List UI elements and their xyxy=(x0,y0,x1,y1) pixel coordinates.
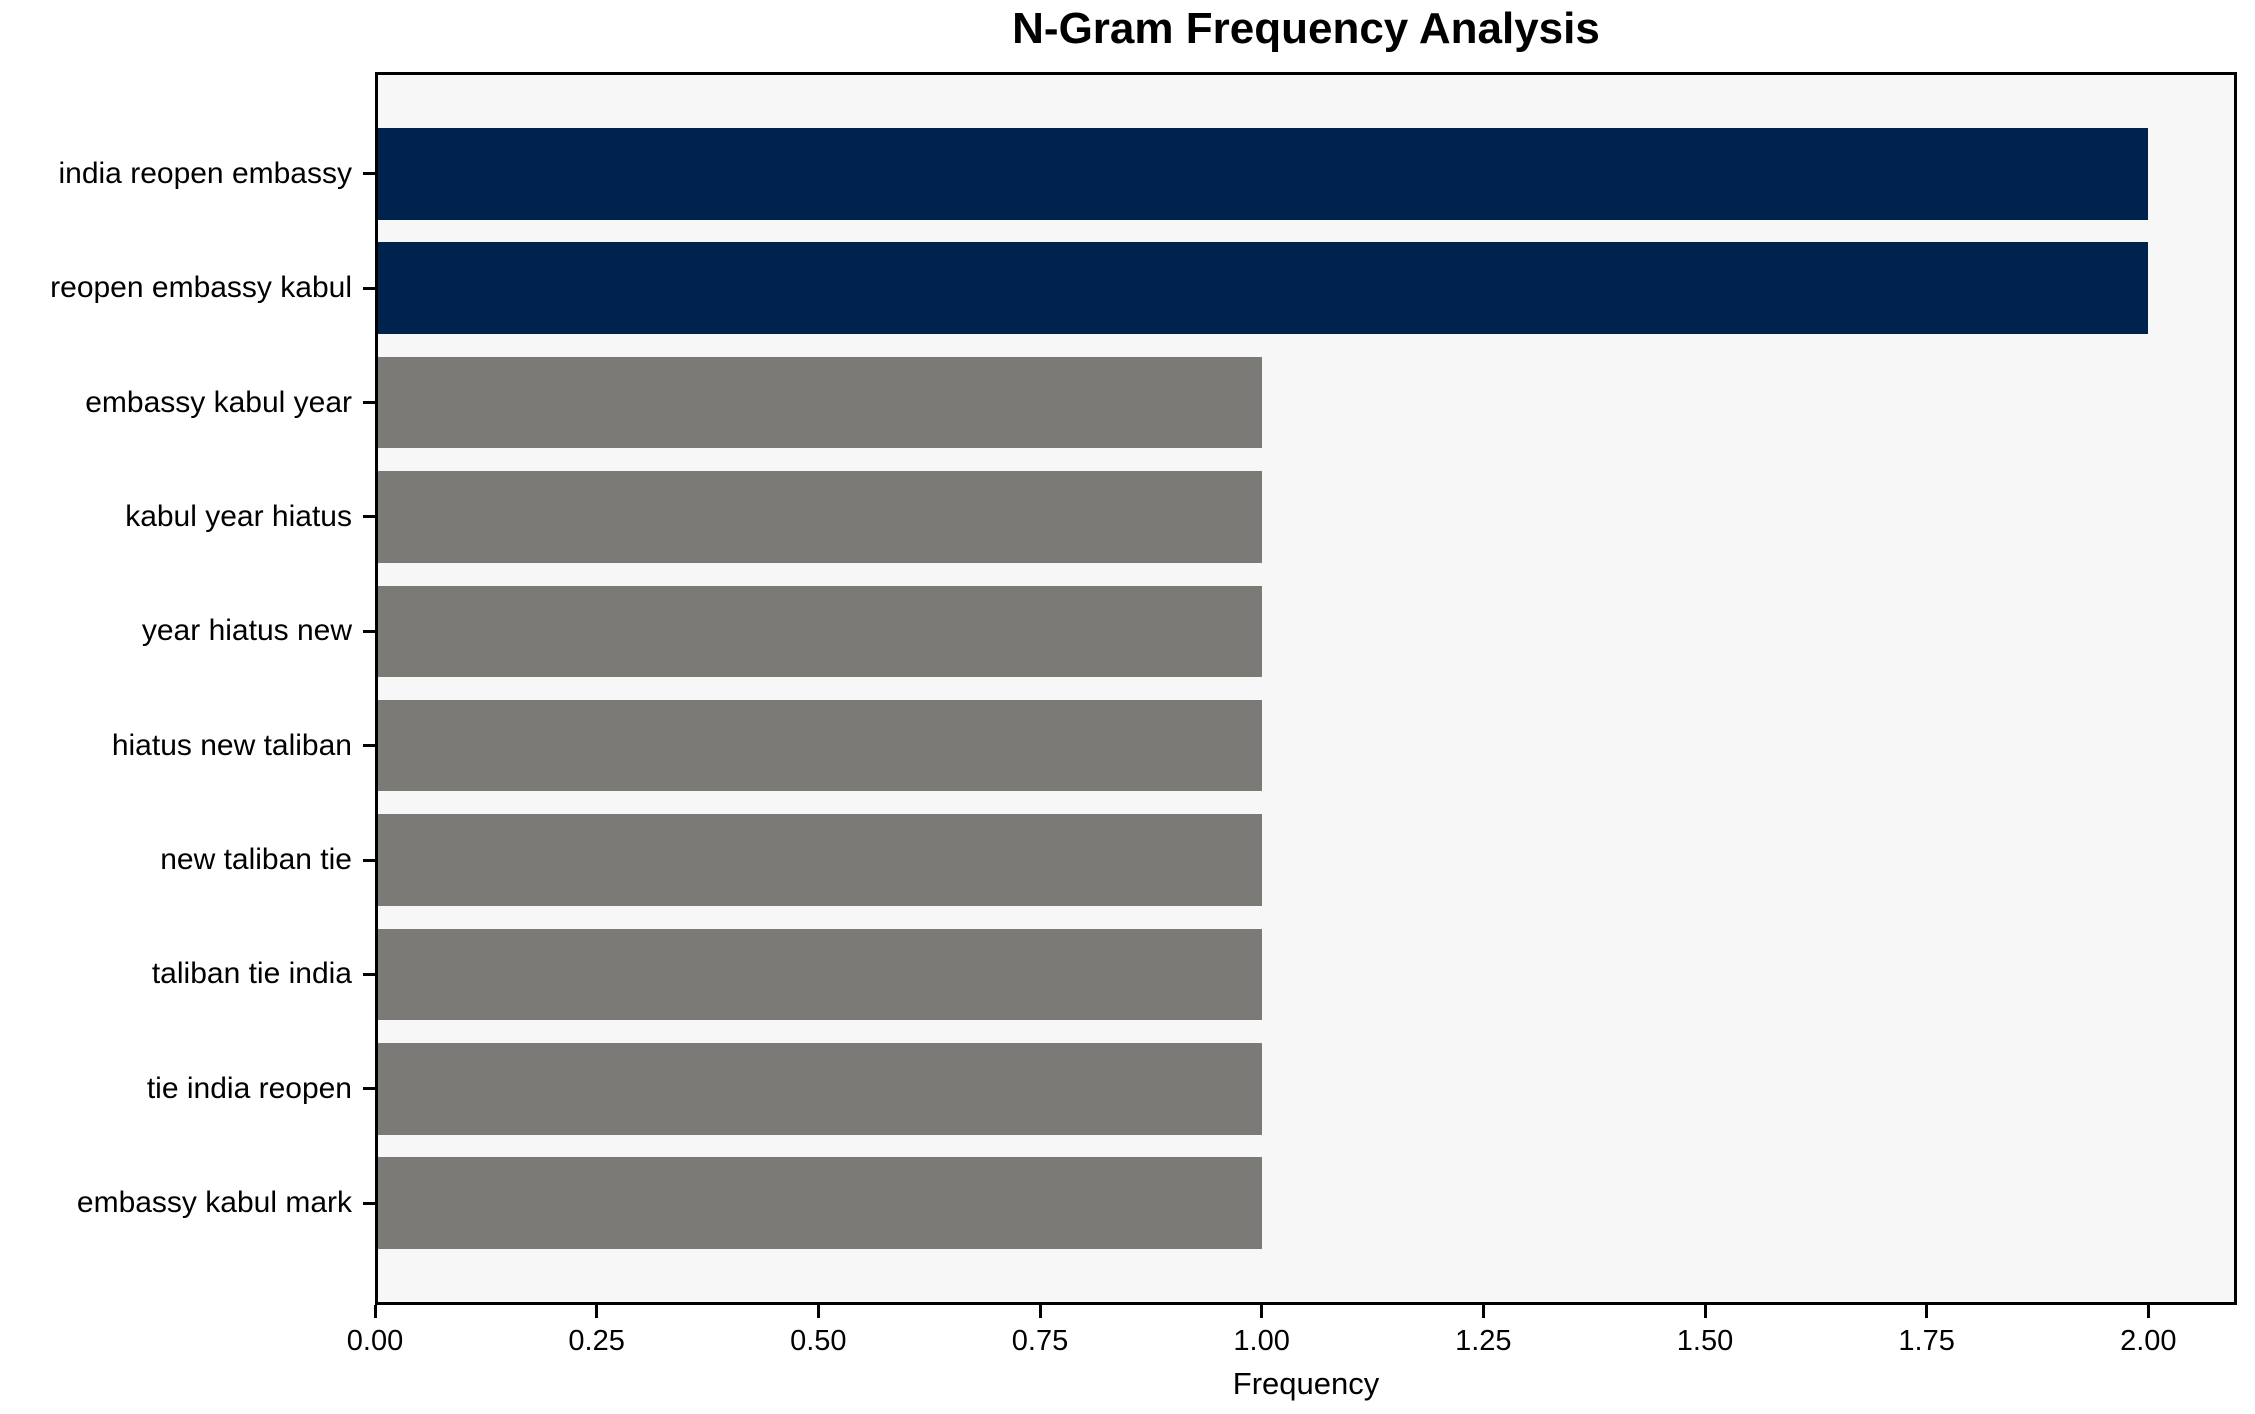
y-tick-mark-5 xyxy=(363,744,375,748)
x-axis-label: Frequency xyxy=(1232,1366,1380,1401)
y-tick-mark-0 xyxy=(363,172,375,176)
x-tick-mark-0 xyxy=(373,1305,377,1318)
y-tick-label-7: taliban tie india xyxy=(151,957,352,991)
bar-2 xyxy=(375,356,1262,449)
bar-3 xyxy=(375,471,1262,563)
y-tick-mark-6 xyxy=(363,858,375,862)
x-tick-mark-2 xyxy=(816,1305,820,1318)
y-tick-mark-2 xyxy=(363,401,375,405)
y-tick-label-2: embassy kabul year xyxy=(85,385,352,419)
y-tick-mark-9 xyxy=(363,1201,375,1205)
x-tick-mark-4 xyxy=(1260,1305,1264,1318)
y-tick-label-3: kabul year hiatus xyxy=(125,499,352,533)
x-tick-label-6: 1.50 xyxy=(1676,1325,1734,1357)
x-tick-label-2: 0.50 xyxy=(790,1325,847,1357)
x-tick-label-1: 0.25 xyxy=(568,1325,625,1357)
bar-8 xyxy=(375,1043,1262,1135)
y-tick-mark-3 xyxy=(363,515,375,519)
x-tick-label-8: 2.00 xyxy=(2120,1325,2177,1357)
bar-9 xyxy=(375,1157,1262,1249)
x-tick-mark-7 xyxy=(1925,1305,1929,1318)
x-tick-label-0: 0.00 xyxy=(346,1325,404,1357)
x-tick-label-5: 1.25 xyxy=(1455,1325,1512,1357)
y-tick-mark-1 xyxy=(363,286,375,290)
bar-7 xyxy=(375,928,1262,1021)
y-tick-label-6: new taliban tie xyxy=(160,843,352,877)
y-tick-label-0: india reopen embassy xyxy=(58,156,352,190)
x-tick-label-3: 0.75 xyxy=(1011,1325,1069,1357)
y-tick-label-8: tie india reopen xyxy=(146,1071,352,1105)
x-tick-label-4: 1.00 xyxy=(1233,1325,1290,1357)
x-tick-mark-3 xyxy=(1038,1305,1042,1318)
bar-1 xyxy=(375,242,2149,334)
plot-area xyxy=(375,72,2237,1305)
y-tick-mark-7 xyxy=(363,972,375,976)
x-tick-label-7: 1.75 xyxy=(1898,1325,1955,1357)
bar-5 xyxy=(375,699,1262,792)
y-tick-mark-8 xyxy=(363,1087,375,1091)
y-tick-label-9: embassy kabul mark xyxy=(76,1186,352,1220)
x-tick-mark-5 xyxy=(1481,1305,1485,1318)
x-tick-mark-6 xyxy=(1703,1305,1707,1318)
x-tick-mark-1 xyxy=(595,1305,599,1318)
y-tick-label-4: year hiatus new xyxy=(141,614,352,648)
chart-title: N-Gram Frequency Analysis xyxy=(1012,4,1600,53)
y-tick-label-5: hiatus new taliban xyxy=(111,728,352,762)
y-tick-label-1: reopen embassy kabul xyxy=(50,271,352,305)
y-tick-mark-4 xyxy=(363,629,375,633)
x-tick-mark-8 xyxy=(2146,1305,2150,1318)
bar-4 xyxy=(375,585,1262,678)
bar-0 xyxy=(375,128,2149,220)
bar-6 xyxy=(375,814,1262,906)
